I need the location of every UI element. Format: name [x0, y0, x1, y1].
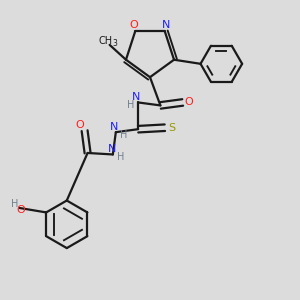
Text: O: O — [129, 20, 138, 30]
Text: O: O — [185, 98, 194, 107]
Text: 3: 3 — [112, 39, 117, 48]
Text: CH: CH — [98, 36, 112, 46]
Text: H: H — [11, 200, 19, 209]
Text: N: N — [110, 122, 118, 132]
Text: H: H — [117, 152, 124, 162]
Text: H: H — [127, 100, 134, 110]
Text: H: H — [120, 130, 127, 140]
Text: N: N — [132, 92, 140, 102]
Text: N: N — [108, 144, 116, 154]
Text: S: S — [168, 123, 175, 133]
Text: O: O — [16, 205, 25, 215]
Text: O: O — [75, 120, 84, 130]
Text: N: N — [162, 20, 170, 30]
